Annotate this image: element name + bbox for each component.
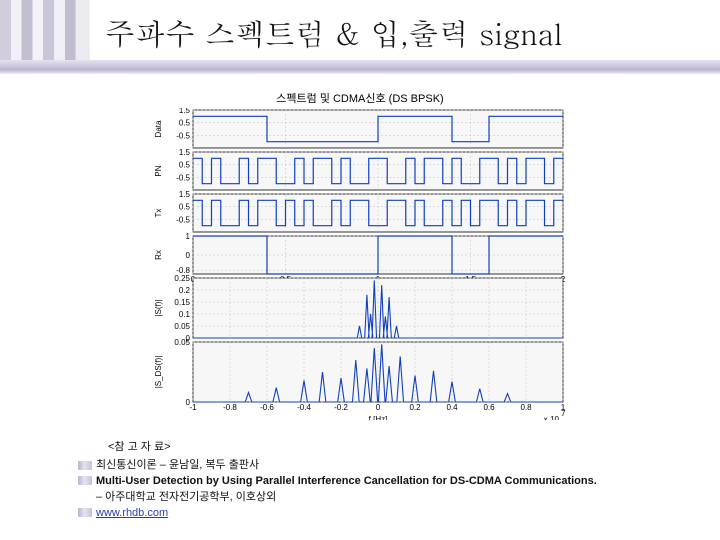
svg-text:1: 1 — [186, 232, 191, 241]
svg-text:0.5: 0.5 — [179, 119, 191, 128]
svg-text:0.5: 0.5 — [179, 203, 191, 212]
svg-text:0.25: 0.25 — [174, 274, 190, 283]
svg-text:0.05: 0.05 — [174, 338, 190, 347]
references-list: 최신통신이론 – 윤남일, 복두 출판사 Multi-User Detection… — [78, 458, 597, 522]
reference-item: – 아주대학교 전자전기공학부, 이호상외 — [78, 490, 597, 506]
svg-text:-0.2: -0.2 — [334, 403, 348, 412]
bullet-icon — [78, 508, 92, 517]
svg-text:-0.8: -0.8 — [223, 403, 237, 412]
reference-item: www.rhdb.com — [78, 506, 597, 522]
reference-text: Multi-User Detection by Using Parallel I… — [96, 475, 597, 487]
svg-text:f [Hz]: f [Hz] — [369, 415, 388, 420]
chart-region: 스펙트럼 및 CDMA신호 (DS BPSK) -0.50.51.5Data-0… — [145, 90, 575, 420]
reference-text: 최신통신이론 – 윤남일, 복두 출판사 — [96, 459, 259, 471]
svg-text:Tx: Tx — [154, 209, 163, 218]
svg-text:-0.6: -0.6 — [260, 403, 274, 412]
chart-svg: -0.5 0.5 1.5 Data -0.5 0.5 1.5 PN -0.5 0.5 1.5 Tx 0 0… — [145, 108, 575, 420]
bullet-icon — [78, 461, 92, 470]
svg-text:PN: PN — [154, 165, 163, 176]
svg-text:1.5: 1.5 — [179, 108, 191, 115]
svg-text:-0.5: -0.5 — [176, 215, 190, 224]
svg-text:-0.5: -0.5 — [176, 131, 190, 140]
svg-text:7: 7 — [561, 409, 566, 418]
svg-text:Data: Data — [154, 120, 163, 137]
svg-text:0.2: 0.2 — [179, 286, 191, 295]
svg-text:0.1: 0.1 — [179, 310, 191, 319]
svg-text:1.5: 1.5 — [179, 190, 191, 199]
svg-text:Rx: Rx — [154, 250, 163, 260]
page-title: 주파수 스펙트럼 & 입,출력 signal — [105, 12, 563, 54]
svg-text:0.6: 0.6 — [483, 403, 495, 412]
references-block: <참 고 자 료> 최신통신이론 – 윤남일, 복두 출판사 Multi-User… — [78, 440, 597, 522]
references-header: <참 고 자 료> — [108, 440, 597, 456]
reference-text: – 아주대학교 전자전기공학부, 이호상외 — [96, 491, 276, 503]
svg-text:0.4: 0.4 — [446, 403, 458, 412]
svg-text:|S_DS(f)|: |S_DS(f)| — [154, 356, 163, 389]
reference-item: 최신통신이론 – 윤남일, 복두 출판사 — [78, 458, 597, 474]
svg-text:0.5: 0.5 — [179, 161, 191, 170]
title-underline-band — [0, 60, 720, 74]
svg-text:0.2: 0.2 — [409, 403, 421, 412]
svg-text:|S(f)|: |S(f)| — [154, 299, 163, 316]
svg-text:0.8: 0.8 — [520, 403, 532, 412]
svg-text:0: 0 — [376, 403, 381, 412]
svg-text:-1: -1 — [189, 403, 197, 412]
svg-text:0: 0 — [186, 398, 191, 407]
svg-text:0.15: 0.15 — [174, 298, 190, 307]
reference-item: Multi-User Detection by Using Parallel I… — [78, 474, 597, 490]
svg-text:1.5: 1.5 — [179, 148, 191, 157]
svg-text:0.05: 0.05 — [174, 322, 190, 331]
svg-text:0: 0 — [186, 251, 191, 260]
reference-link[interactable]: www.rhdb.com — [96, 507, 168, 519]
svg-text:-0.5: -0.5 — [176, 173, 190, 182]
svg-text:-0.4: -0.4 — [297, 403, 311, 412]
chart-title: 스펙트럼 및 CDMA신호 (DS BPSK) — [145, 90, 575, 106]
bullet-icon — [78, 476, 92, 485]
slide: 주파수 스펙트럼 & 입,출력 signal 스펙트럼 및 CDMA신호 (DS… — [0, 0, 720, 540]
svg-text:× 10: × 10 — [543, 415, 559, 420]
